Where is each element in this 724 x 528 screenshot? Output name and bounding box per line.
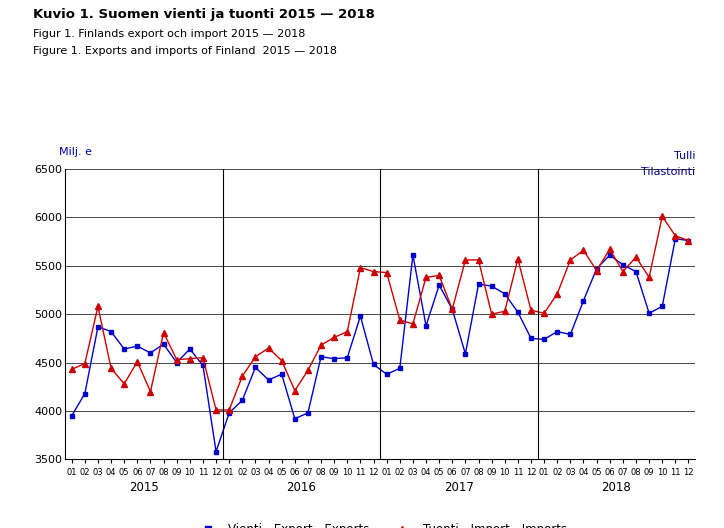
Text: Figur 1. Finlands export och import 2015 — 2018: Figur 1. Finlands export och import 2015… xyxy=(33,29,305,39)
Text: 2015: 2015 xyxy=(129,480,159,494)
Text: Tilastointi: Tilastointi xyxy=(641,167,695,177)
Text: 2017: 2017 xyxy=(444,480,473,494)
Text: Kuvio 1. Suomen vienti ja tuonti 2015 — 2018: Kuvio 1. Suomen vienti ja tuonti 2015 — … xyxy=(33,8,374,21)
Text: Tulli: Tulli xyxy=(673,151,695,161)
Text: Milj. e: Milj. e xyxy=(59,147,92,157)
Legend: Vienti - Export - Exports, Tuonti - Import - Imports: Vienti - Export - Exports, Tuonti - Impo… xyxy=(188,518,572,528)
Text: 2016: 2016 xyxy=(287,480,316,494)
Text: 2018: 2018 xyxy=(602,480,631,494)
Text: Figure 1. Exports and imports of Finland  2015 — 2018: Figure 1. Exports and imports of Finland… xyxy=(33,46,337,56)
